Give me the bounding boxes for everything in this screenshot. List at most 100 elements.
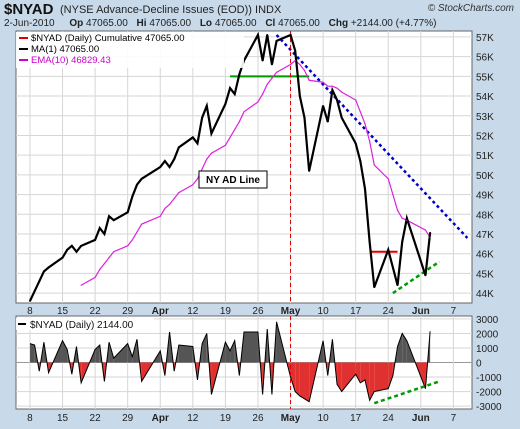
ema-point — [401, 217, 403, 219]
ema-point — [243, 111, 245, 113]
sub-y-tick-label: -2000 — [476, 388, 502, 399]
ema-point — [178, 192, 180, 194]
low-label: Lo — [199, 18, 213, 29]
ma-point — [336, 99, 338, 101]
legend-ma: MA(1) 47065.00 — [31, 44, 99, 55]
sub-overlays — [290, 316, 440, 409]
ema-point — [322, 81, 324, 83]
sub-area-negative — [360, 362, 365, 383]
sub-y-tick-label: 1000 — [476, 344, 499, 355]
ma-point — [298, 95, 301, 97]
ema-point — [192, 184, 194, 186]
main-points — [29, 34, 432, 302]
sub-area-positive — [29, 343, 35, 363]
ma-point — [429, 231, 432, 234]
sub-area-negative — [388, 362, 393, 389]
ma-point — [294, 49, 297, 52]
ohlc-date: 2-Jun-2010 — [4, 18, 55, 29]
main-legend: $NYAD (Daily) Cumulative 47065.00 MA(1) … — [16, 32, 244, 68]
ema-point — [266, 83, 268, 85]
sub-panel: -3000 -2000 -1000 0 1000 2000 3000 $NYAD (Dail… — [15, 315, 502, 413]
ma-point — [322, 104, 325, 107]
ma-point — [66, 248, 69, 251]
sub-trendline — [373, 380, 440, 405]
ma-point — [136, 183, 138, 186]
main-x-tick-label: Jun — [412, 306, 430, 317]
sub-x-tick-label: Jun — [412, 413, 430, 424]
ema-point — [275, 71, 278, 73]
ma-point — [233, 93, 236, 95]
sub-x-tick-label: 22 — [90, 413, 102, 424]
sub-area-positive — [225, 342, 231, 363]
ma-point — [94, 239, 97, 241]
sub-area-positive — [178, 345, 193, 363]
sub-x-tick-label: 15 — [57, 413, 69, 424]
sub-x-axis: 8 15 22 29 Apr 12 19 26 May 10 17 24 Jun 7 — [27, 413, 456, 424]
ma-point — [266, 34, 269, 36]
ema-point — [359, 111, 361, 113]
ema-point — [168, 203, 171, 206]
ma-point — [326, 120, 329, 123]
low-value: 47065.00 — [214, 18, 257, 29]
high-value: 47065.00 — [149, 18, 192, 29]
sub-area-fills — [29, 321, 431, 402]
ma-point — [396, 284, 399, 287]
ema-point — [289, 63, 292, 66]
ema-point — [387, 178, 389, 180]
ma-point — [387, 248, 390, 251]
ma-point — [98, 227, 101, 230]
ema-point — [141, 223, 143, 225]
main-y-tick-label: 55K — [476, 72, 494, 83]
ema-point — [336, 87, 338, 89]
main-x-tick-label: 15 — [57, 306, 69, 317]
main-y-tick-label: 56K — [476, 53, 494, 64]
sub-x-tick-label: 26 — [252, 413, 264, 424]
main-y-tick-label: 48K — [476, 210, 494, 221]
ma-point — [159, 166, 162, 168]
ema-point — [373, 164, 375, 166]
ma-point — [112, 219, 115, 222]
main-y-tick-label: 57K — [476, 33, 494, 44]
ema-point — [224, 144, 226, 146]
ma-point — [177, 146, 180, 149]
ema-point — [341, 91, 343, 93]
close-value: 47065.00 — [278, 18, 320, 29]
sub-area-positive — [62, 340, 68, 363]
ema-point — [355, 99, 357, 101]
sub-area-negative — [374, 362, 389, 392]
sub-x-tick-label: Apr — [152, 413, 169, 424]
change-label: Chg — [328, 18, 349, 29]
main-y-tick-label: 53K — [476, 112, 494, 123]
sub-area-negative — [341, 362, 356, 392]
ma-point — [373, 286, 376, 289]
sub-legend-background — [16, 318, 154, 330]
ema-point — [136, 231, 138, 233]
ema-point — [173, 197, 175, 200]
support-trendline — [392, 260, 441, 295]
sub-y-axis: -3000 -2000 -1000 0 1000 2000 3000 — [476, 315, 502, 413]
ma-point — [163, 160, 166, 162]
main-x-tick-label: 22 — [90, 306, 102, 317]
main-panel-background — [15, 30, 473, 304]
sub-series-line — [29, 321, 431, 403]
ma-point — [201, 116, 204, 119]
ma-point — [261, 59, 264, 62]
ema-point — [234, 128, 236, 131]
ma-point — [401, 240, 404, 243]
ema-point — [299, 63, 301, 66]
main-y-tick-label: 44K — [476, 289, 494, 300]
ema-point — [131, 239, 133, 241]
legend-background — [16, 32, 244, 68]
ma-point — [391, 266, 394, 269]
ema-point — [392, 193, 394, 196]
main-y-tick-label: 47K — [476, 230, 494, 241]
ema-point — [294, 59, 296, 62]
main-x-tick-label: 10 — [318, 306, 330, 317]
sub-x-tick-label: 10 — [318, 413, 330, 424]
sub-x-tick-label: May — [281, 413, 301, 424]
ema-point — [238, 121, 240, 123]
main-x-tick-label: 24 — [383, 306, 395, 317]
ma-point — [140, 177, 143, 180]
ma-point — [33, 290, 36, 293]
ma-point — [308, 170, 311, 172]
